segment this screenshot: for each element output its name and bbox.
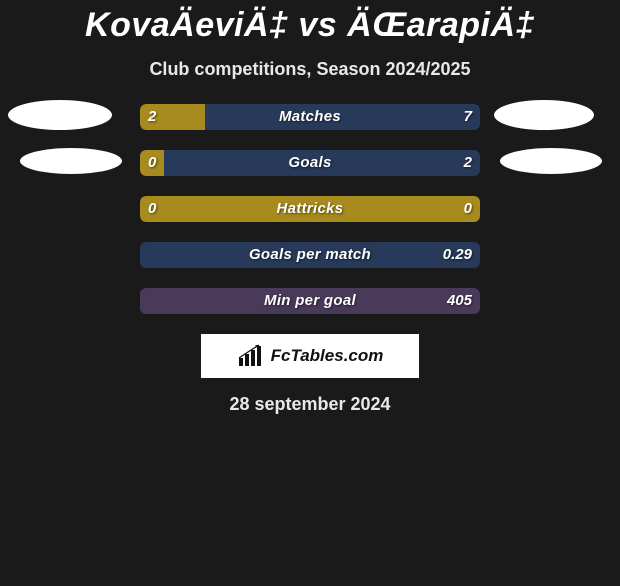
comparison-chart: 27Matches 02Goals 00Hattricks 0.29Goals per…	[0, 104, 620, 314]
date-text: 28 september 2024	[0, 394, 620, 415]
page-title: KovaÄeviÄ‡ vs ÄŒarapiÄ‡	[0, 6, 620, 45]
bars-icon	[237, 344, 267, 368]
stat-row: 27Matches	[0, 104, 620, 130]
page-subtitle: Club competitions, Season 2024/2025	[0, 59, 620, 80]
bar-track: 405Min per goal	[140, 288, 480, 314]
stat-row: 0.29Goals per match	[0, 242, 620, 268]
stat-row: 405Min per goal	[0, 288, 620, 314]
bar-track: 27Matches	[140, 104, 480, 130]
bar-left-fill	[140, 150, 164, 176]
bar-track: 00Hattricks	[140, 196, 480, 222]
player-oval	[500, 148, 602, 174]
player-oval	[8, 100, 112, 130]
bar-right-fill	[164, 150, 480, 176]
bar-right-fill	[205, 104, 480, 130]
bar-track: 0.29Goals per match	[140, 242, 480, 268]
bar-track: 02Goals	[140, 150, 480, 176]
bar-left-fill	[140, 196, 480, 222]
stat-row: 02Goals	[0, 150, 620, 176]
bar-right-fill	[140, 242, 480, 268]
fctables-text: FcTables.com	[271, 346, 384, 366]
player-oval	[20, 148, 122, 174]
fctables-badge[interactable]: FcTables.com	[201, 334, 419, 378]
bar-right-fill	[140, 288, 480, 314]
player-oval	[494, 100, 594, 130]
bar-left-fill	[140, 104, 205, 130]
stat-row: 00Hattricks	[0, 196, 620, 222]
